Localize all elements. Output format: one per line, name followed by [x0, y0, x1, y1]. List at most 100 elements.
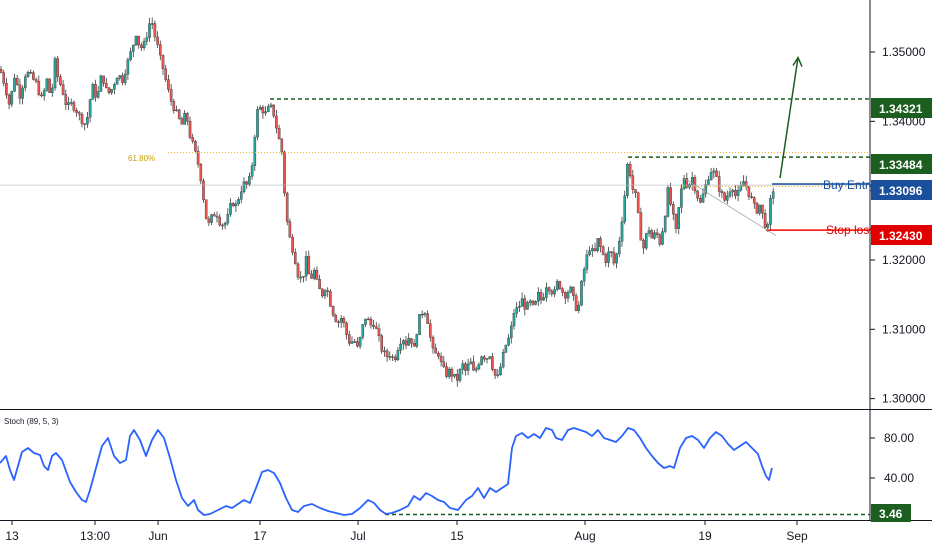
candle-body: [13, 77, 16, 92]
candle-body: [669, 187, 672, 205]
candle-body: [709, 172, 713, 181]
candle-body: [499, 366, 502, 376]
candle-body: [375, 326, 378, 329]
candle-body: [150, 23, 154, 25]
candle-body: [464, 363, 467, 371]
candle-body: [647, 230, 651, 234]
candle-body: [245, 181, 249, 185]
candle-body: [380, 335, 384, 352]
candle-body: [366, 318, 370, 321]
candle-body: [512, 312, 516, 327]
time-tick-label: Aug: [574, 529, 595, 543]
candle-body: [364, 318, 367, 325]
candle-body: [707, 179, 710, 185]
candle-body: [655, 232, 659, 235]
candle-body: [212, 214, 216, 217]
candle-body: [253, 136, 257, 166]
candle-body: [115, 77, 119, 85]
buy-entry-label: Buy Entry: [823, 178, 875, 192]
candle-body: [307, 256, 311, 275]
candle-body: [553, 289, 556, 295]
candle-body: [318, 278, 321, 290]
candle-body: [69, 102, 73, 104]
candle-body: [218, 216, 222, 226]
candle-body: [496, 374, 500, 377]
stop-loss-label: Stop loss: [826, 223, 875, 237]
target-arrow-head: [792, 55, 803, 67]
candle-body: [488, 356, 492, 359]
candle-body: [483, 356, 486, 360]
stoch-tick-label: 40.00: [884, 471, 914, 485]
candle-body: [574, 295, 578, 311]
candle-body: [102, 75, 105, 84]
candle-body: [558, 281, 562, 290]
candle-body: [450, 368, 454, 377]
candle-body: [342, 318, 346, 324]
candle-body: [480, 356, 483, 365]
candle-body: [140, 44, 143, 49]
candle-body: [45, 78, 49, 91]
candle-body: [639, 212, 643, 241]
candle-body: [396, 350, 400, 360]
candle-body: [599, 238, 602, 248]
candle-body: [196, 150, 200, 165]
candle-body: [191, 137, 195, 142]
stoch-axis[interactable]: 80.00 40.00: [870, 431, 914, 485]
candle-body: [183, 113, 186, 125]
candle-body: [534, 301, 537, 305]
candle-body: [223, 222, 227, 226]
candle-body: [134, 35, 138, 46]
time-tick-label: 13:00: [80, 529, 110, 543]
candle-body: [269, 104, 273, 107]
candle-body: [167, 79, 170, 90]
candle-body: [688, 184, 691, 188]
svg-text:1.34321: 1.34321: [879, 102, 923, 116]
svg-text:3.46: 3.46: [879, 507, 903, 521]
candle-body: [582, 269, 586, 282]
candle-body: [348, 334, 351, 344]
candle-body: [283, 151, 286, 194]
candle-body: [331, 306, 335, 316]
candle-body: [353, 341, 357, 343]
svg-text:1.32430: 1.32430: [879, 229, 923, 243]
candle-body: [199, 163, 203, 182]
candle-body: [294, 252, 297, 265]
stoch-tick-label: 80.00: [884, 431, 914, 445]
price-tick-label: 1.35000: [882, 45, 926, 59]
candle-body: [288, 221, 292, 238]
candle-body: [280, 138, 284, 153]
candle-body: [434, 347, 438, 354]
candle-body: [431, 337, 435, 349]
candle-body: [148, 23, 151, 38]
candle-body: [628, 164, 632, 176]
candle-body: [91, 84, 95, 100]
candle-body: [636, 192, 640, 213]
candle-body: [185, 113, 189, 122]
time-tick-label: Jun: [148, 529, 167, 543]
candle-body: [682, 178, 686, 189]
candle-body: [712, 170, 716, 173]
time-axis[interactable]: 13 13:00 Jun 17 Jul 15 Aug 19 Sep: [5, 520, 808, 543]
candle-body: [615, 253, 618, 264]
candle-body: [577, 304, 581, 311]
candle-body: [156, 36, 159, 45]
candle-body: [717, 176, 721, 192]
candle-body: [15, 77, 19, 85]
candle-body: [491, 356, 494, 370]
candle-body: [59, 76, 62, 85]
candle-body: [121, 75, 124, 83]
candle-body: [345, 322, 348, 335]
candle-body: [113, 84, 116, 90]
candle-body: [607, 251, 610, 263]
candle-body: [61, 84, 65, 95]
candle-body: [277, 127, 281, 140]
candle-body: [601, 246, 605, 255]
candle-body: [7, 94, 11, 105]
price-tick-label: 1.31000: [882, 322, 926, 336]
candle-body: [153, 23, 157, 38]
candle-body: [337, 321, 340, 323]
candle-body: [763, 213, 767, 228]
target-arrow-line: [779, 57, 799, 179]
candle-body: [2, 72, 5, 84]
candle-body: [118, 75, 122, 79]
